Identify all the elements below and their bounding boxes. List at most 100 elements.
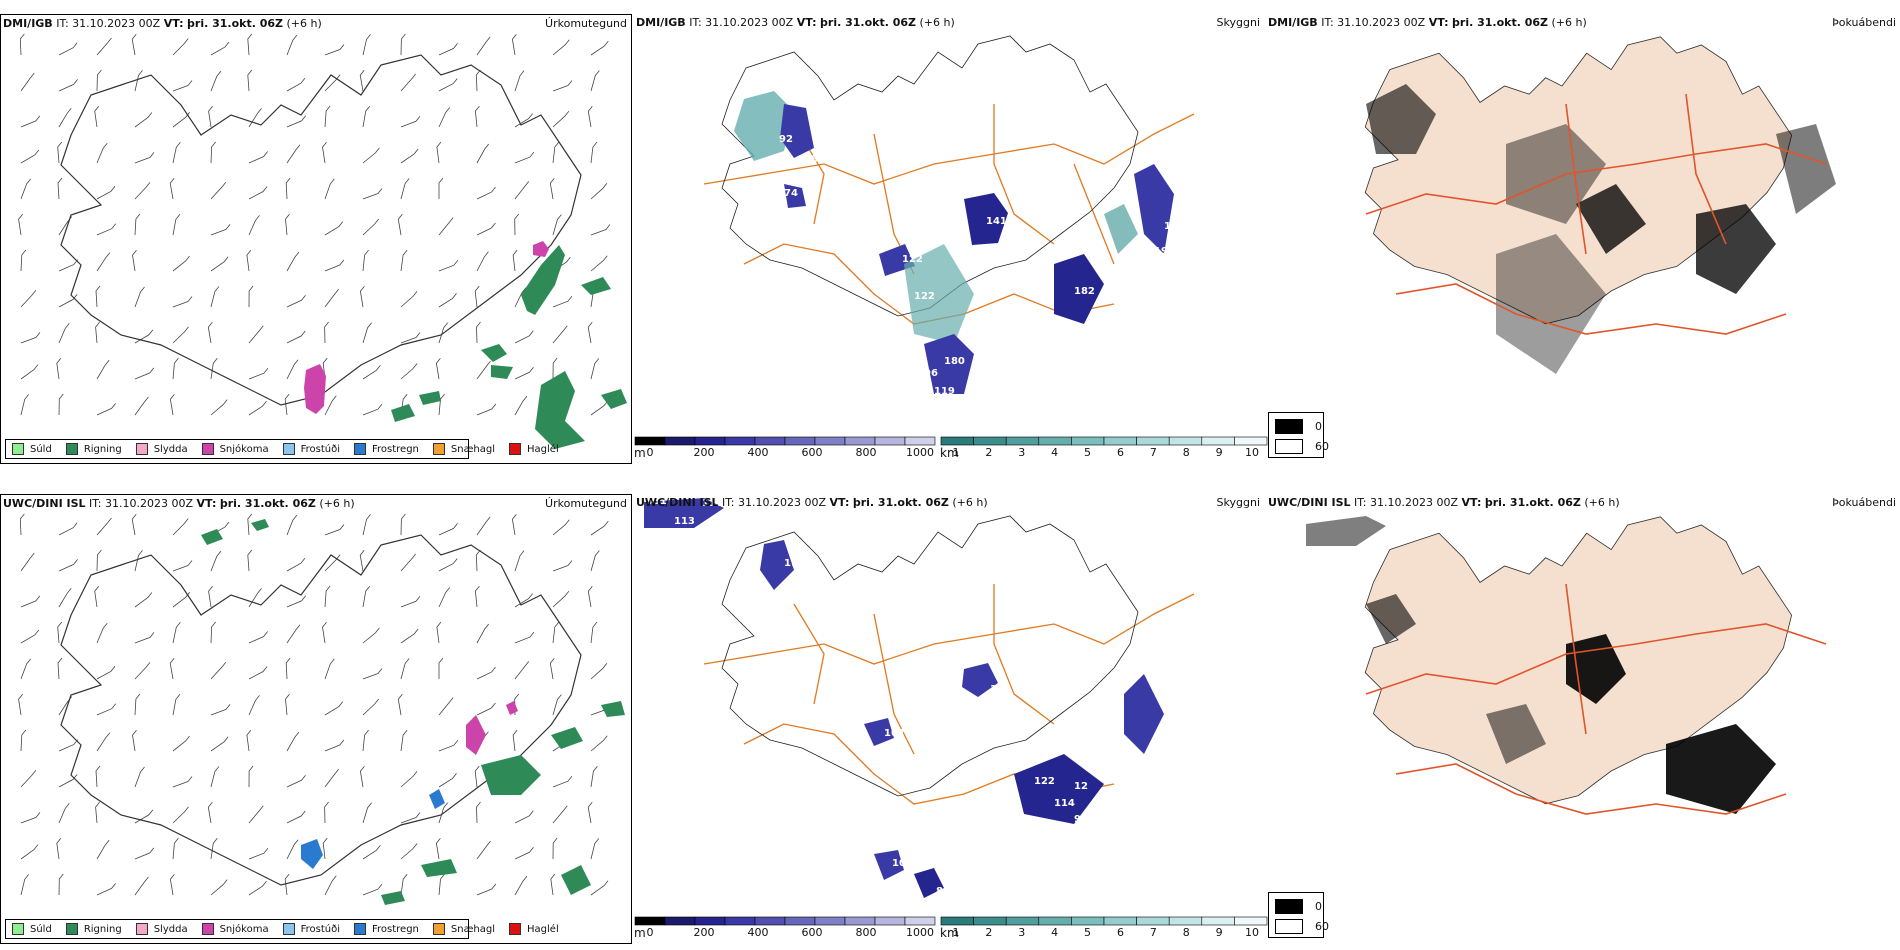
wind-barb (400, 291, 418, 308)
cloud-title-top: Skyggni (1216, 16, 1260, 29)
wind-barb (362, 729, 369, 752)
wind-barb (552, 357, 558, 380)
wind-barb (96, 69, 102, 92)
cloud-label: 197 (1154, 246, 1175, 257)
wind-barb (362, 883, 383, 896)
wind-barb (172, 255, 190, 272)
wind-barb (324, 288, 339, 308)
cloud-label: 119 (784, 558, 805, 569)
wind-barb (590, 358, 600, 380)
wind-barb (286, 624, 301, 644)
wind-barb (514, 631, 535, 644)
scale-segment (1005, 436, 1040, 446)
scale-tick: 5 (1084, 446, 1092, 459)
wind-barb (286, 810, 306, 824)
wind-barb (552, 141, 560, 164)
wind-barb (58, 588, 72, 608)
wind-barb (324, 554, 341, 572)
wind-barb (400, 148, 419, 164)
wind-barb (96, 703, 117, 716)
altitude-scale-bar (634, 436, 936, 446)
wind-barb (476, 36, 491, 56)
wind-barb (362, 668, 383, 680)
wind-barb (248, 805, 264, 824)
wind-barb (438, 259, 459, 272)
scale-tick: 10 (1245, 926, 1259, 939)
wind-barb (20, 394, 30, 416)
wind-barb (475, 69, 481, 92)
wind-barb (474, 765, 480, 788)
wind-barb (58, 559, 78, 572)
scale-segment (1234, 916, 1268, 926)
scale-tick: 600 (801, 926, 823, 939)
wind-barb (134, 662, 151, 680)
wind-barb (476, 666, 496, 680)
it-value: 31.10.2023 00Z (72, 17, 161, 30)
wind-barb (96, 517, 112, 536)
fog-header-bottom: UWC/DINI ISL IT: 31.10.2023 00Z VT: þri.… (1268, 496, 1620, 509)
wind-barb (210, 550, 222, 572)
wind-barb (96, 142, 108, 164)
scale-segment (724, 436, 756, 446)
wind-barb (58, 393, 64, 416)
wind-barb (57, 657, 63, 680)
wind-barb (208, 585, 213, 608)
wind-barb (20, 332, 41, 344)
scale-segment (1136, 436, 1170, 446)
wind-barb (438, 873, 445, 896)
cloud-map-bottom: 331 112 113 119 137 107 122 12 114 97 10 84 (644, 496, 1195, 898)
cloud-label: 113 (674, 516, 695, 527)
wind-barb (474, 585, 480, 608)
wind-barb (359, 69, 365, 92)
precip-areas (304, 241, 627, 449)
cloud-panel-top: 92 187 74 141 122 122 185 182 180 119 96 56 199 197 D… (634, 14, 1264, 464)
wind-barb (134, 329, 154, 344)
cloud-label: 331 (646, 496, 667, 507)
scale-segment (973, 916, 1007, 926)
wind-barb (20, 552, 35, 572)
wind-barb (512, 729, 518, 752)
wind-barb (590, 224, 611, 236)
wind-barb (208, 105, 213, 128)
wind-barb (438, 802, 449, 824)
altitude-scale-bar (634, 916, 936, 926)
cloud-label: 122 (902, 254, 923, 265)
fog-roads (1365, 93, 1827, 335)
wind-barb (590, 838, 600, 860)
wind-barb (248, 666, 268, 680)
wind-barb (512, 249, 518, 272)
fog-areas (1306, 516, 1776, 814)
scale-tick: 800 (855, 446, 877, 459)
wind-barb (248, 765, 254, 788)
wind-barb (324, 875, 337, 896)
wind-barb (514, 810, 534, 824)
wind-barb (438, 322, 449, 344)
fog-map-top (1364, 36, 1836, 374)
scale-segment (874, 916, 906, 926)
wind-barb (438, 558, 458, 572)
legend-item: Snjókoma (201, 443, 269, 455)
wind-barb (207, 801, 213, 824)
cloud-label: 107 (884, 728, 905, 739)
wind-barb (552, 837, 558, 860)
precip-map-top (18, 33, 627, 449)
wind-barb (56, 837, 62, 860)
scale-tick: 0 (646, 926, 654, 939)
wind-barb (285, 177, 291, 200)
wind-barb (400, 596, 421, 608)
wind-barb (362, 188, 383, 200)
wind-barb (359, 285, 365, 308)
cloud-label: 97 (1074, 814, 1088, 825)
wind-barb (210, 181, 227, 200)
scale-tick: 7 (1149, 926, 1157, 939)
wind-barb (514, 395, 528, 416)
scale-segment (814, 436, 846, 446)
altitude-unit: m (634, 446, 646, 460)
wind-barb (134, 152, 155, 164)
cloud-label: 92 (779, 134, 793, 145)
wind-barb (210, 286, 220, 308)
wind-barb (324, 524, 345, 536)
wind-barb (590, 70, 600, 92)
scale-segment (940, 436, 974, 446)
scale-segment (904, 916, 936, 926)
